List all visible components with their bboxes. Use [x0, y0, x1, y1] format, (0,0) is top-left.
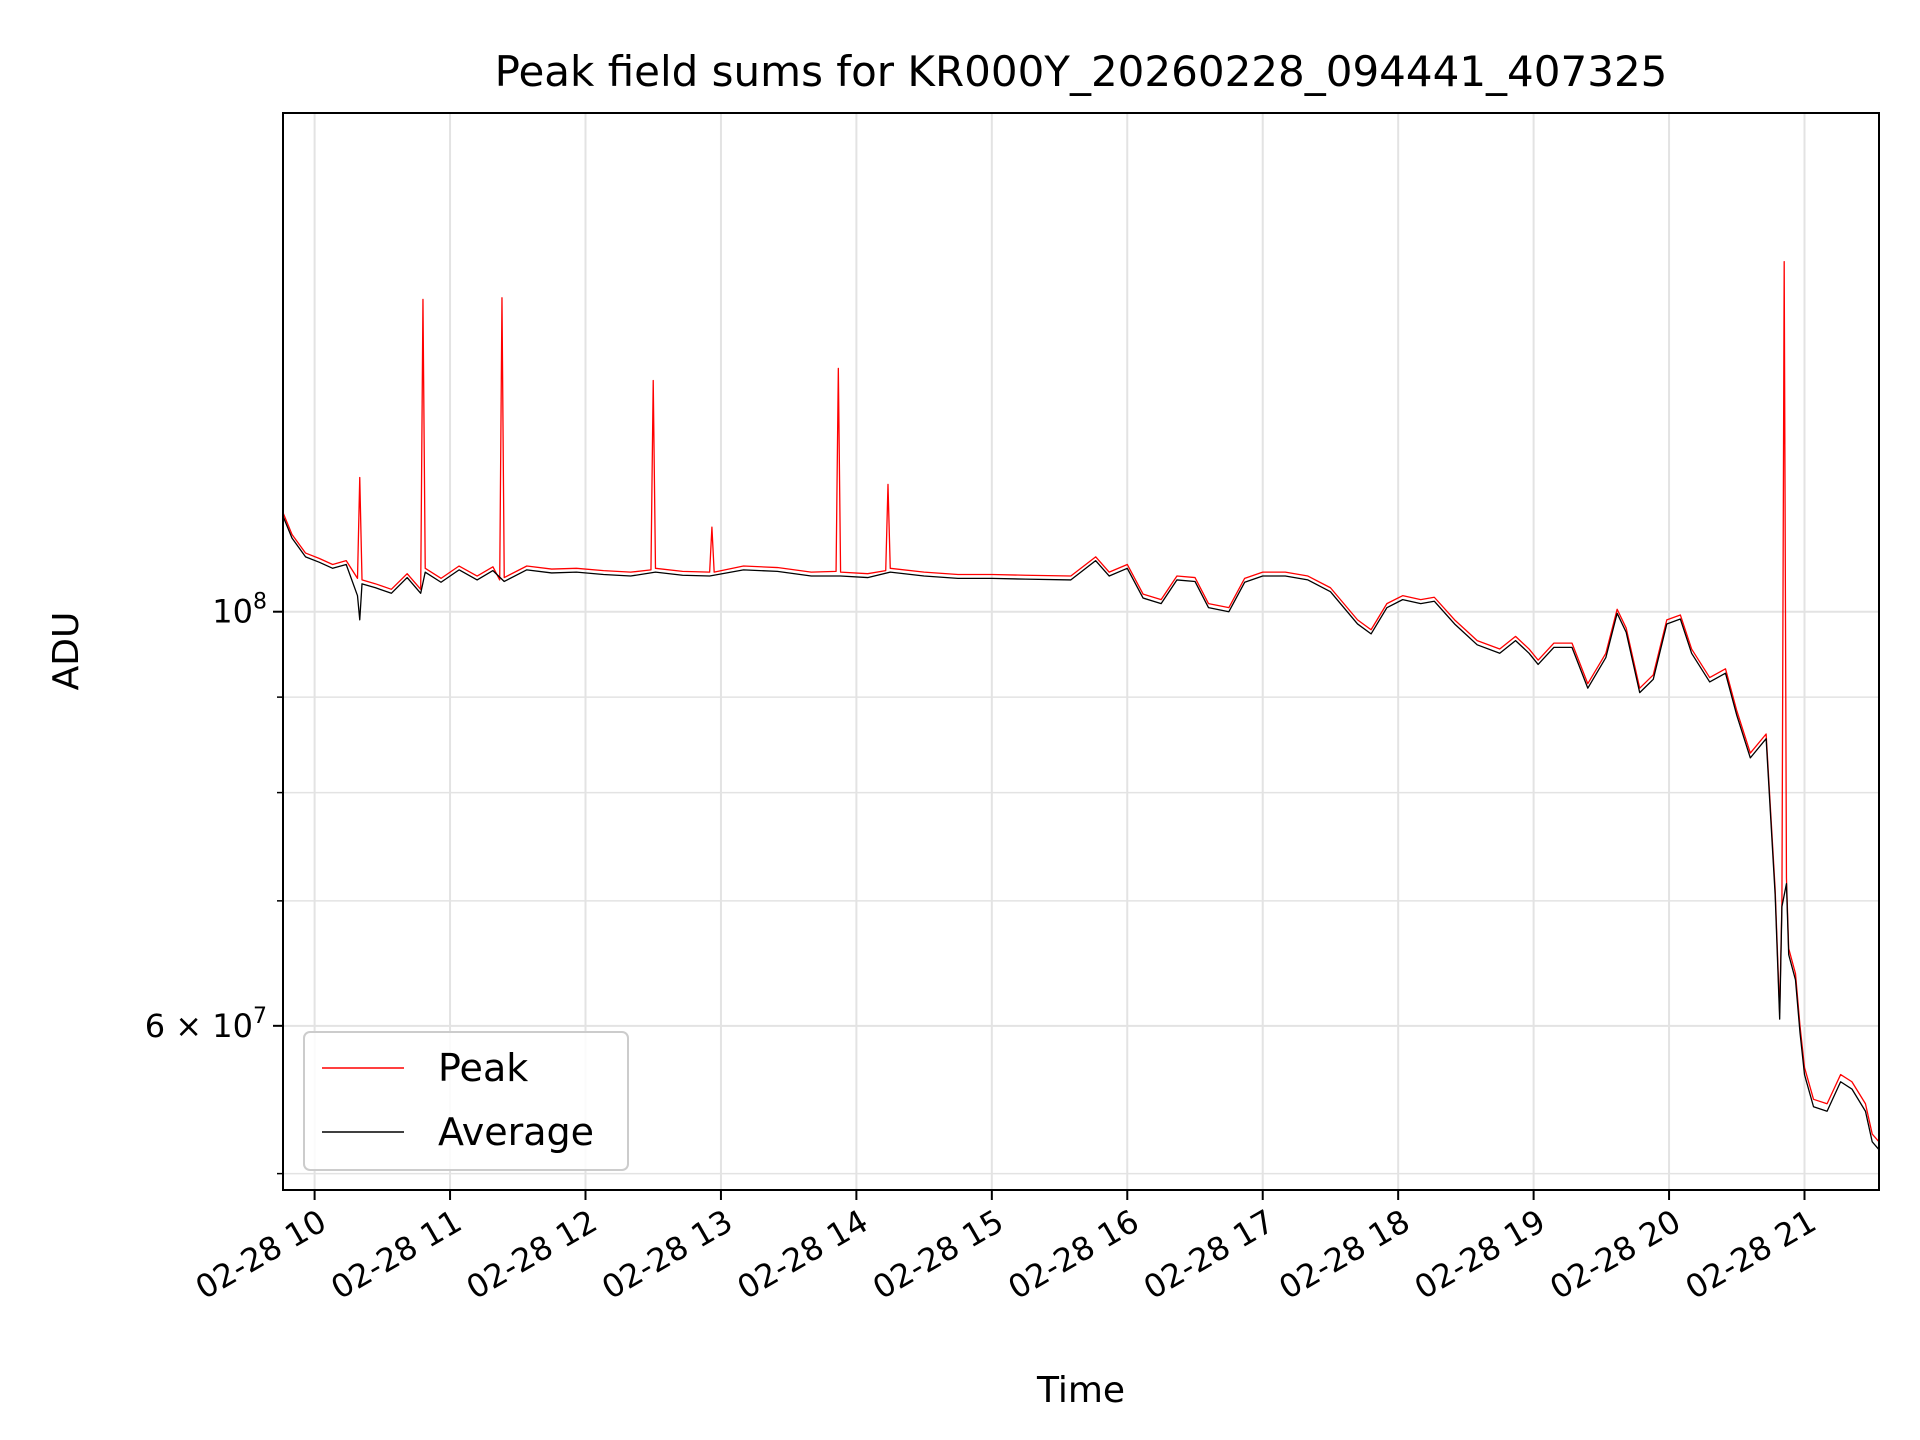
- series-layer: [283, 261, 1879, 1151]
- series-line-average: [283, 515, 1879, 1151]
- x-axis-label: Time: [1036, 1370, 1125, 1411]
- legend-label-peak: Peak: [438, 1046, 528, 1090]
- legend-label-average: Average: [438, 1110, 594, 1154]
- plot-frame: [282, 112, 1880, 1191]
- series-line-peak: [283, 261, 1879, 1143]
- y-tick-label: 108: [212, 590, 267, 631]
- grid: [283, 113, 1879, 1190]
- legend-box: [303, 1031, 629, 1171]
- y-tick-label: 6 × 107: [145, 1004, 267, 1045]
- y-axis-label: ADU: [46, 612, 87, 691]
- chart-title: Peak field sums for KR000Y_20260228_0944…: [495, 47, 1668, 96]
- legend: Peak Average: [303, 1031, 629, 1171]
